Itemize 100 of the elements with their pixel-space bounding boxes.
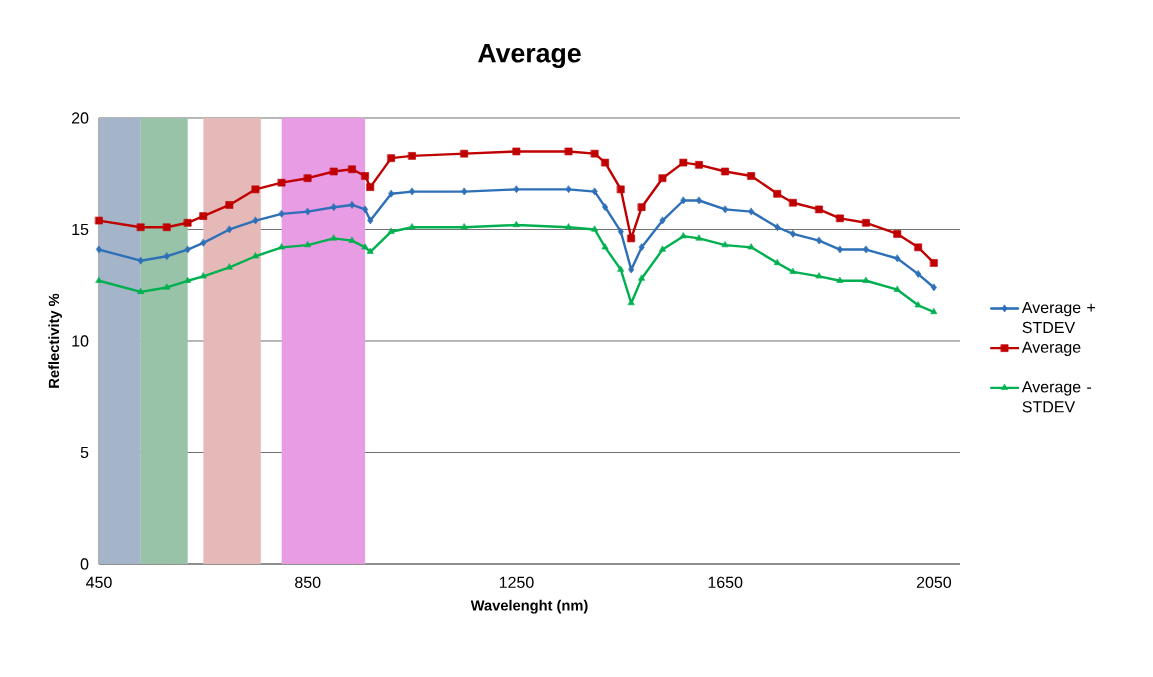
point xyxy=(388,190,395,198)
x-tick-label: 1250 xyxy=(499,576,534,589)
point xyxy=(602,203,609,211)
point xyxy=(747,243,755,250)
point xyxy=(591,225,599,232)
point xyxy=(461,187,468,196)
point xyxy=(367,216,374,225)
point xyxy=(789,268,797,274)
point xyxy=(930,259,938,267)
point xyxy=(747,172,756,180)
point xyxy=(721,241,729,248)
point xyxy=(348,236,356,243)
point xyxy=(789,198,797,207)
point xyxy=(184,245,191,254)
point xyxy=(894,254,901,263)
point xyxy=(362,205,369,214)
point xyxy=(695,161,703,169)
x-tick-label: 450 xyxy=(86,576,112,589)
point xyxy=(862,218,870,227)
point xyxy=(408,223,416,230)
point xyxy=(387,154,396,162)
point xyxy=(184,276,192,283)
point xyxy=(565,223,572,230)
chart-title: Average xyxy=(478,43,581,68)
point xyxy=(659,216,666,225)
point xyxy=(658,174,667,183)
point xyxy=(183,218,192,227)
x-tick-label: 2050 xyxy=(916,576,952,589)
point xyxy=(617,265,625,272)
point xyxy=(836,214,844,223)
point xyxy=(637,203,646,211)
point xyxy=(200,239,207,247)
point xyxy=(163,252,170,261)
point xyxy=(252,252,259,259)
point xyxy=(136,223,145,232)
point xyxy=(748,207,755,216)
point xyxy=(226,225,233,234)
point xyxy=(366,183,375,191)
y-tick-label: 20 xyxy=(71,112,89,124)
x-tick-label: 1650 xyxy=(708,576,743,589)
point xyxy=(695,234,703,241)
point xyxy=(836,276,844,283)
point xyxy=(348,165,356,174)
point xyxy=(252,216,259,225)
point xyxy=(512,147,521,156)
point xyxy=(638,243,645,252)
legend-label: Average xyxy=(1021,341,1081,356)
point xyxy=(330,167,338,176)
point xyxy=(251,185,260,194)
point xyxy=(304,241,312,248)
legend-label: Average - STDEV xyxy=(1021,381,1092,413)
point xyxy=(773,190,782,198)
point xyxy=(815,205,823,214)
point xyxy=(930,283,937,292)
point xyxy=(680,232,687,239)
point xyxy=(409,187,416,196)
y-tick-label: 10 xyxy=(72,335,89,347)
point xyxy=(225,201,234,209)
y-tick-label: 15 xyxy=(72,223,89,236)
point xyxy=(696,196,703,205)
y-tick-label: 5 xyxy=(80,446,89,459)
point xyxy=(95,216,103,225)
point xyxy=(460,223,468,230)
y-tick-label: 0 xyxy=(80,558,89,570)
point xyxy=(863,245,870,254)
point xyxy=(349,201,356,209)
legend-label: Average + STDEV xyxy=(1021,302,1096,334)
point xyxy=(816,236,823,245)
point xyxy=(601,243,609,250)
point xyxy=(137,256,144,265)
x-axis-title: Wavelenght (nm) xyxy=(470,599,588,614)
point xyxy=(361,243,369,250)
point xyxy=(95,276,103,283)
point xyxy=(893,230,902,238)
point xyxy=(894,285,901,292)
point xyxy=(628,265,635,274)
point xyxy=(590,149,599,158)
point xyxy=(330,203,337,211)
point xyxy=(722,205,729,214)
y-axis-title: Reflectivity % xyxy=(48,293,62,388)
point xyxy=(680,196,687,205)
point xyxy=(163,283,171,290)
point xyxy=(591,187,598,196)
point xyxy=(627,299,635,306)
point xyxy=(601,158,609,167)
point xyxy=(914,243,923,252)
point xyxy=(930,308,938,315)
point xyxy=(367,247,374,254)
point xyxy=(513,185,520,194)
point xyxy=(774,259,781,266)
point xyxy=(659,245,666,252)
point xyxy=(627,234,636,243)
point xyxy=(137,288,145,294)
point xyxy=(617,185,625,194)
point xyxy=(638,274,646,281)
point xyxy=(564,147,573,156)
point xyxy=(914,301,922,308)
point xyxy=(815,272,823,279)
point xyxy=(513,221,520,228)
point xyxy=(304,207,311,216)
